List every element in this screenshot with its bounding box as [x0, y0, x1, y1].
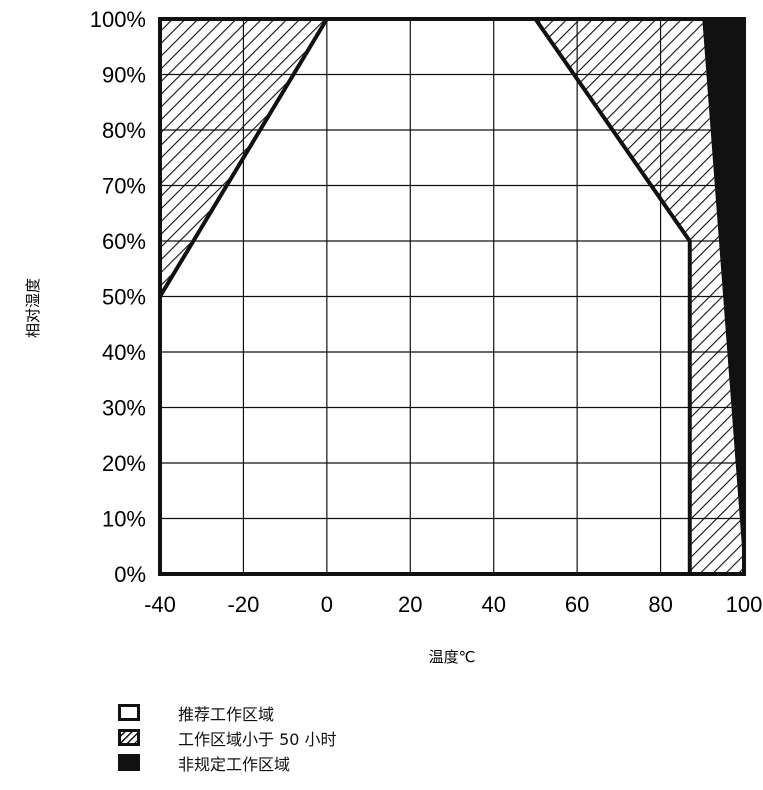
x-tick-label: 0	[321, 592, 333, 617]
x-tick-label: -20	[228, 592, 260, 617]
plot-frame	[158, 17, 746, 576]
y-tick-label: 60%	[102, 229, 146, 254]
y-tick-label: 30%	[102, 396, 146, 421]
y-tick-label: 70%	[102, 174, 146, 199]
chart-grid	[160, 19, 744, 574]
y-axis-label: 相对湿度	[24, 278, 42, 338]
region-not_specified	[702, 19, 744, 574]
legend-label: 非规定工作区域	[178, 754, 291, 774]
humidity-temperature-chart: 0% 10% 20% 30% 40% 50% 60% 70% 80% 90% 100% -40 -20…	[24, 7, 762, 666]
x-axis-ticks: -40 -20 0 20 40 60 80 100	[144, 592, 762, 617]
legend-swatch-black	[118, 754, 140, 771]
y-tick-label: 20%	[102, 451, 146, 476]
y-tick-label: 10%	[102, 507, 146, 532]
legend-item-not-specified: 非规定工作区域	[118, 750, 337, 775]
x-tick-label: 20	[398, 592, 422, 617]
x-tick-label: 40	[481, 592, 505, 617]
x-tick-label: -40	[144, 592, 176, 617]
legend-swatch-hatch	[118, 729, 140, 746]
y-tick-label: 80%	[102, 118, 146, 143]
x-tick-label: 100	[726, 592, 763, 617]
x-tick-label: 80	[648, 592, 672, 617]
legend-item-limited: 工作区域小于 50 小时	[118, 725, 337, 750]
y-axis-ticks: 0% 10% 20% 30% 40% 50% 60% 70% 80% 90% 100%	[90, 7, 146, 587]
legend-label: 推荐工作区域	[178, 704, 275, 724]
y-tick-label: 100%	[90, 7, 146, 32]
plot-border	[158, 17, 746, 576]
legend-item-recommended: 推荐工作区域	[118, 700, 337, 725]
y-tick-label: 50%	[102, 285, 146, 310]
region-limited_right	[535, 19, 744, 574]
x-tick-label: 60	[565, 592, 589, 617]
x-axis-label: 温度℃	[429, 648, 476, 666]
legend-swatch-white	[118, 704, 140, 721]
y-tick-label: 90%	[102, 63, 146, 88]
y-tick-label: 40%	[102, 340, 146, 365]
legend: 推荐工作区域 工作区域小于 50 小时 非规定工作区域	[118, 700, 337, 775]
y-tick-label: 0%	[114, 562, 146, 587]
legend-label: 工作区域小于 50 小时	[178, 729, 337, 749]
